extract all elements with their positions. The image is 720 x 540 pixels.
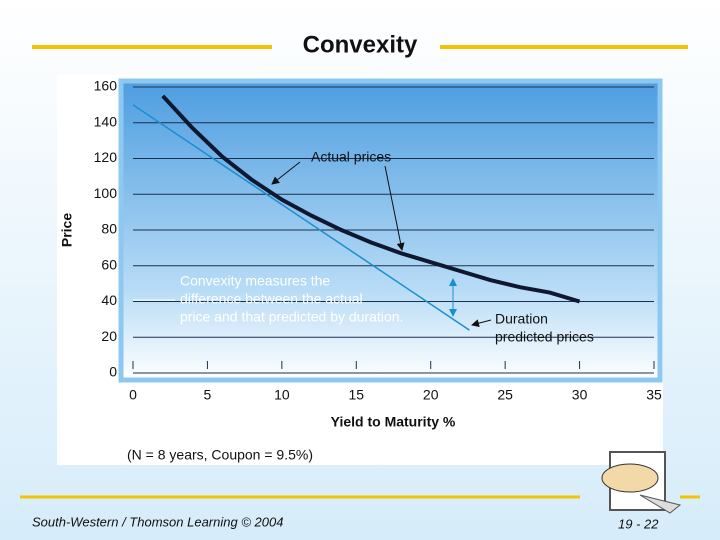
y-tick-label: 60 xyxy=(101,256,117,272)
annotation: predicted prices xyxy=(495,329,594,345)
x-axis-label: Yield to Maturity % xyxy=(331,414,456,430)
y-tick-label: 20 xyxy=(101,328,117,344)
x-tick-label: 20 xyxy=(423,387,439,403)
y-axis-label: Price xyxy=(59,213,75,247)
arrow xyxy=(271,161,301,185)
y-tick-label: 160 xyxy=(94,78,118,94)
title: Convexity xyxy=(303,31,418,58)
page-number: 19 - 22 xyxy=(618,516,659,531)
arrow xyxy=(471,319,492,328)
y-tick-label: 80 xyxy=(101,221,117,237)
annotation: Duration xyxy=(495,311,548,327)
note: (N = 8 years, Coupon = 9.5%) xyxy=(127,447,313,463)
x-tick-label: 30 xyxy=(572,387,588,403)
x-tick-label: 5 xyxy=(204,387,212,403)
x-tick-label: 25 xyxy=(497,387,513,403)
y-tick-label: 100 xyxy=(94,185,118,201)
x-tick-label: 10 xyxy=(274,387,290,403)
x-tick-label: 15 xyxy=(348,387,364,403)
annotation: Actual prices xyxy=(311,149,391,165)
annotation: Convexity measures the xyxy=(180,273,330,289)
y-tick-label: 140 xyxy=(94,113,118,129)
y-tick-label: 0 xyxy=(109,364,117,380)
icon xyxy=(601,451,682,514)
x-tick-label: 35 xyxy=(646,387,662,403)
annotation: price and that predicted by duration. xyxy=(180,309,403,325)
footer-source: South-Western / Thomson Learning © 2004 xyxy=(32,514,283,529)
y-tick-label: 40 xyxy=(101,292,117,308)
line-series xyxy=(161,94,581,304)
arrow xyxy=(384,165,405,251)
y-tick-label: 120 xyxy=(94,149,118,165)
annotation: difference between the actual xyxy=(180,291,363,307)
x-tick-label: 0 xyxy=(129,387,137,403)
line-series xyxy=(132,104,470,331)
